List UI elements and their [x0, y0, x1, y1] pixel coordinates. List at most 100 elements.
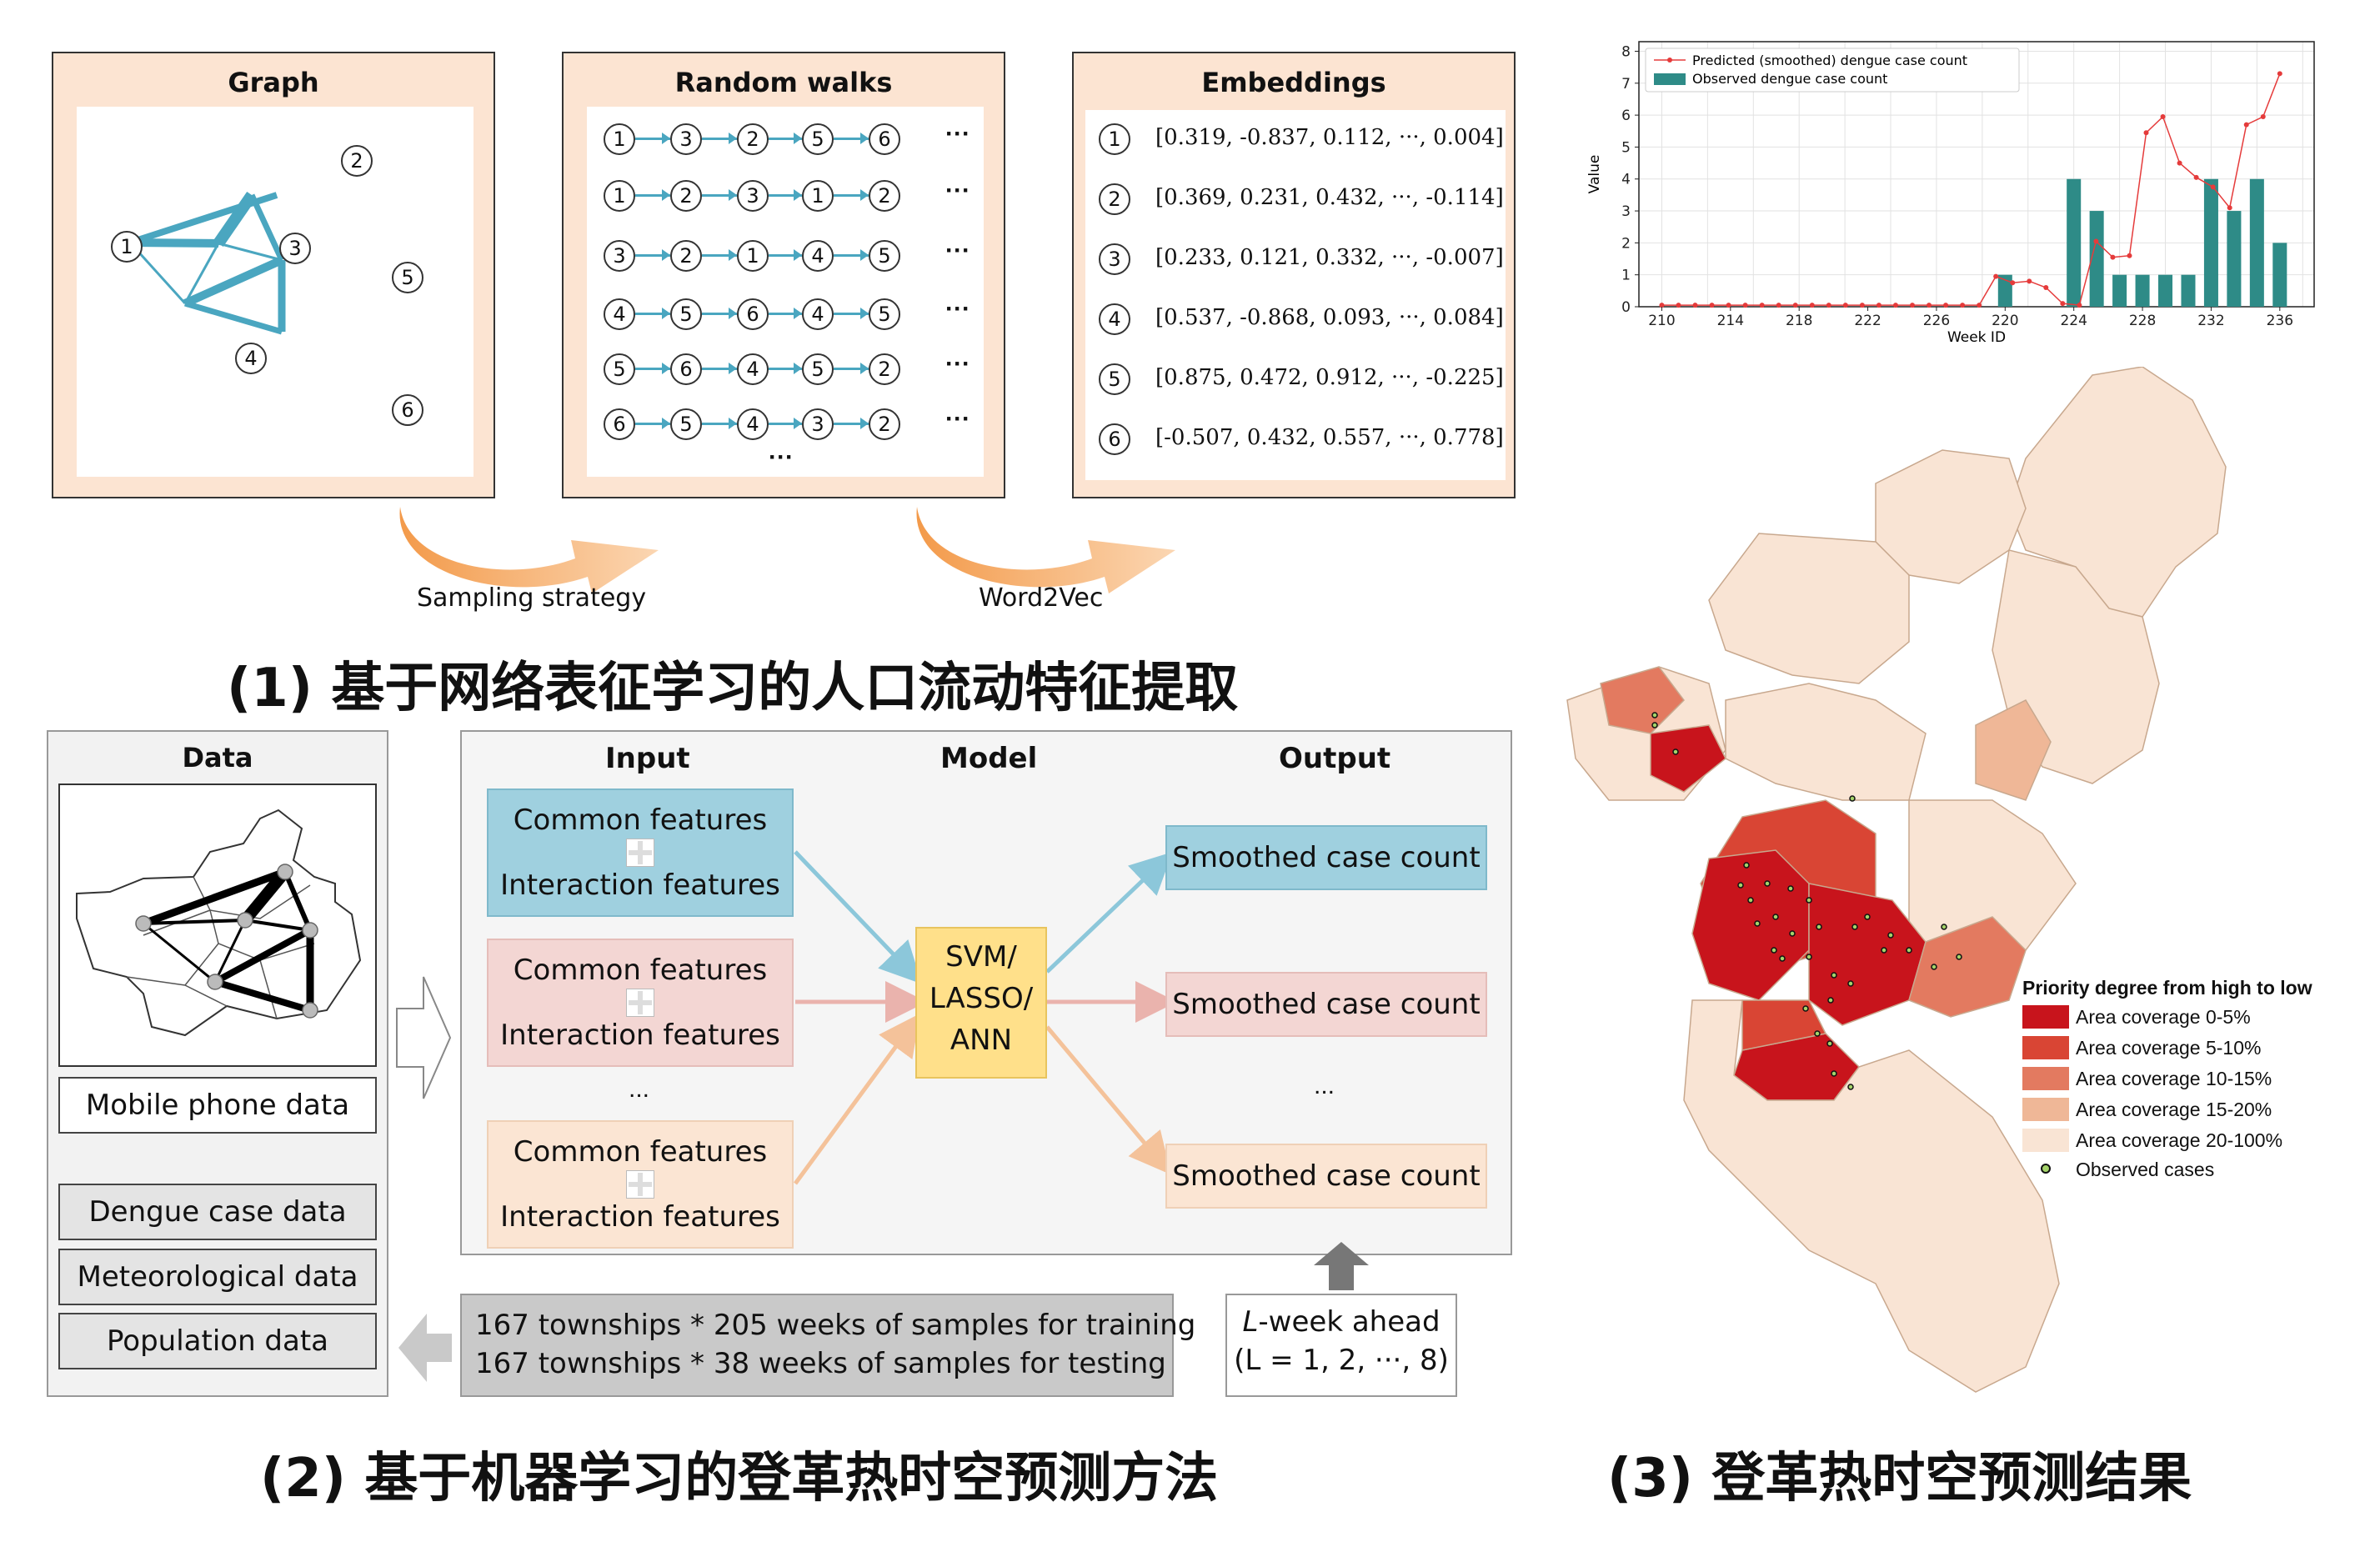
walk-arrow	[702, 133, 737, 144]
map-legend-title: Priority degree from high to low	[2022, 977, 2312, 999]
observed-bar	[2135, 274, 2150, 307]
predicted-point	[1876, 303, 1881, 308]
predicted-point	[2060, 301, 2066, 307]
walk-arrow	[635, 418, 670, 429]
samples-training: 167 townships * 205 weeks of samples for…	[475, 1309, 1196, 1342]
mobile-phone-data-box: Mobile phone data	[58, 1077, 377, 1134]
legend-label: Area coverage 20-100%	[2076, 1129, 2283, 1151]
walk-node: 2	[869, 180, 900, 212]
graph-node-6: 6	[392, 394, 423, 426]
section3-caption: (3) 登革热时空预测结果	[1607, 1448, 2192, 1509]
predicted-point	[1910, 303, 1916, 308]
interaction-features-label: Interaction features	[500, 1200, 780, 1234]
predicted-point	[1892, 303, 1898, 308]
predicted-point	[1826, 303, 1831, 308]
embedding-vector: [0.319, -0.837, 0.112, ···, 0.004]	[1155, 125, 1504, 150]
observed-cases-icon	[2041, 1164, 2051, 1174]
input-title: Input	[605, 742, 690, 775]
grey-left-arrow	[398, 1314, 452, 1382]
predicted-point	[2227, 205, 2232, 211]
dengue-chart: 210 214 218 222 226 220 224 228 232 236 0 1 2 3 4 5 6 7 8 W…	[1586, 41, 2315, 346]
legend-swatch	[2022, 1005, 2069, 1029]
predicted-point	[1859, 303, 1865, 308]
predicted-point	[1809, 303, 1815, 308]
observed-cases-label: Observed cases	[2076, 1159, 2215, 1180]
predicted-point	[1742, 303, 1748, 308]
x-tick-label: 228	[2129, 313, 2156, 329]
map-region-south-10-15	[1741, 999, 1827, 1051]
sampling-arrow	[399, 507, 659, 593]
walk-arrow	[635, 363, 670, 374]
x-tick-label: 218	[1786, 313, 1812, 329]
observed-bar	[2272, 243, 2287, 307]
embeddings-panel-title: Embeddings	[1201, 67, 1386, 98]
walk-arrow	[769, 363, 802, 374]
plus-icon	[626, 1170, 654, 1199]
hollow-right-arrow	[396, 976, 452, 1099]
y-axis-label: Value	[1586, 155, 1603, 194]
legend-label: Area coverage 10-15%	[2076, 1068, 2272, 1089]
section2-caption: (2) 基于机器学习的登革热时空预测方法	[260, 1448, 1219, 1509]
graph-node-3: 3	[279, 233, 311, 264]
walk-node: 3	[670, 123, 702, 155]
meteorological-data-box: Meteorological data	[58, 1249, 377, 1305]
predicted-point	[1759, 303, 1765, 308]
walk-arrow	[769, 418, 802, 429]
grey-up-arrow	[1314, 1242, 1369, 1290]
predicted-point	[1676, 303, 1681, 308]
walk-node: 6	[869, 123, 900, 155]
y-tick-label: 4	[1621, 172, 1631, 188]
walk-arrow	[834, 363, 869, 374]
dengue-map	[1566, 367, 2227, 1393]
data-panel-title: Data	[182, 742, 253, 774]
embedding-vector: [0.369, 0.231, 0.432, ···, -0.114]	[1155, 185, 1504, 210]
model-title: Model	[940, 742, 1038, 775]
walk-arrow	[834, 308, 869, 319]
walks-panel-title: Random walks	[674, 67, 893, 98]
embedding-vector: [0.875, 0.472, 0.912, ···, -0.225]	[1155, 365, 1504, 390]
output-box-1: Smoothed case count	[1165, 825, 1487, 890]
walks-canvas	[587, 107, 984, 477]
map-region-10-15-e	[1908, 916, 2027, 1018]
walk-row-ellipsis: ···	[945, 177, 970, 204]
interaction-features-label: Interaction features	[500, 869, 780, 902]
output-box-2: Smoothed case count	[1165, 972, 1487, 1037]
legend-label: Area coverage 15-20%	[2076, 1099, 2272, 1120]
walk-node: 5	[670, 408, 702, 440]
common-features-label: Common features	[513, 1135, 768, 1169]
predicted-point	[2143, 130, 2149, 136]
map-region-0-5-a	[1650, 724, 1726, 793]
legend-label: Area coverage 5-10%	[2076, 1037, 2262, 1059]
y-tick-label: 3	[1621, 203, 1631, 220]
x-tick-label: 214	[1717, 313, 1744, 329]
map-region-15-20-b	[1975, 699, 2052, 801]
predicted-point	[2210, 184, 2216, 190]
predicted-point	[1776, 303, 1781, 308]
walk-arrow	[834, 189, 869, 201]
predicted-point	[2043, 285, 2049, 291]
predicted-point	[2077, 303, 2082, 308]
y-tick-label: 8	[1621, 43, 1631, 60]
legend-label: Area coverage 0-5%	[2076, 1006, 2251, 1028]
predicted-point	[1977, 303, 1982, 308]
y-tick-label: 5	[1621, 139, 1631, 156]
walk-node: 1	[604, 180, 635, 212]
sampling-strategy-label: Sampling strategy	[417, 583, 647, 613]
observed-bar	[2112, 274, 2127, 307]
walk-node: 4	[802, 240, 834, 272]
observed-case-points	[1651, 712, 1962, 1090]
plus-icon	[626, 989, 654, 1017]
walk-arrow	[769, 189, 802, 201]
predicted-point	[1709, 303, 1715, 308]
map-region-core-0-5	[1691, 849, 1810, 1001]
walk-node: 2	[670, 180, 702, 212]
predicted-point	[1943, 303, 1949, 308]
predicted-point	[1993, 273, 1999, 279]
predicted-point	[2027, 278, 2032, 284]
embedding-vector: [0.233, 0.121, 0.332, ···, -0.007]	[1155, 245, 1504, 270]
predicted-point	[2127, 253, 2132, 258]
map-region-20-100-c	[1725, 683, 1927, 801]
flow-arrows	[399, 507, 1175, 593]
x-tick-label: 232	[2197, 313, 2224, 329]
walk-node: 1	[737, 240, 769, 272]
